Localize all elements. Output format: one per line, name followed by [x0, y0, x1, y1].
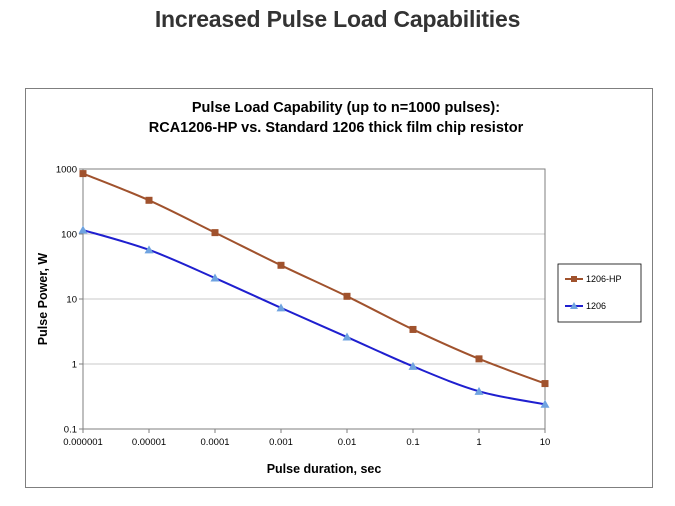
chart-area: Pulse Load Capability (up to n=1000 puls…: [36, 100, 642, 476]
legend-box: [557, 263, 642, 323]
chart-title-line-2: RCA1206-HP vs. Standard 1206 thick film …: [149, 120, 524, 136]
x-tick-label: 0.01: [338, 437, 357, 448]
y-tick-label: 10: [66, 295, 77, 306]
x-tick-label: 0.1: [406, 437, 419, 448]
legend-marker-1206: [570, 302, 578, 309]
data-point-1206: [144, 245, 154, 254]
data-point-1206-hp: [145, 196, 153, 204]
data-point-1206: [210, 273, 220, 282]
y-tick-label: 1: [72, 360, 77, 371]
y-tick-label: 0.1: [64, 425, 77, 436]
y-tick-label: 100: [61, 230, 77, 241]
data-point-1206-hp: [277, 261, 285, 269]
legend-marker-1206hp: [571, 276, 577, 282]
data-point-1206-hp: [409, 325, 417, 333]
chart-frame: Pulse Load Capability (up to n=1000 puls…: [25, 88, 653, 488]
axis-ticks: 0.1 1 10 100 1000 0.000001 0.00001 0.0001 0.001 0…: [56, 165, 550, 449]
legend: 1206-HP 1206: [557, 263, 642, 323]
x-tick-label: 0.00001: [132, 437, 166, 448]
series-line-1206-hp: [82, 172, 546, 385]
chart-title-line-1: Pulse Load Capability (up to n=1000 puls…: [192, 100, 500, 116]
y-axis-title: Pulse Power, W: [36, 253, 50, 346]
data-point-1206-hp: [343, 292, 351, 300]
x-tick-label: 0.0001: [200, 437, 229, 448]
legend-label-1206hp: 1206-HP: [586, 274, 622, 284]
data-point-1206: [342, 332, 352, 341]
data-point-1206-hp: [475, 355, 483, 363]
x-axis-title: Pulse duration, sec: [267, 462, 382, 476]
series-group: [78, 170, 550, 408]
y-tick-label: 1000: [56, 165, 77, 176]
data-point-1206-hp: [79, 170, 87, 178]
x-tick-label: 1: [476, 437, 481, 448]
x-tick-label: 0.001: [269, 437, 293, 448]
legend-label-1206: 1206: [586, 301, 606, 311]
x-tick-label: 0.000001: [63, 437, 103, 448]
series-line-1206: [82, 229, 546, 406]
data-point-1206: [540, 399, 550, 408]
data-point-1206-hp: [541, 380, 549, 388]
data-point-1206-hp: [211, 229, 219, 237]
x-tick-label: 10: [540, 437, 551, 448]
data-point-1206: [78, 225, 88, 234]
slide-title: Increased Pulse Load Capabilities: [154, 6, 521, 32]
data-point-1206: [474, 386, 484, 395]
data-point-1206: [276, 303, 286, 312]
data-point-1206: [408, 361, 418, 370]
